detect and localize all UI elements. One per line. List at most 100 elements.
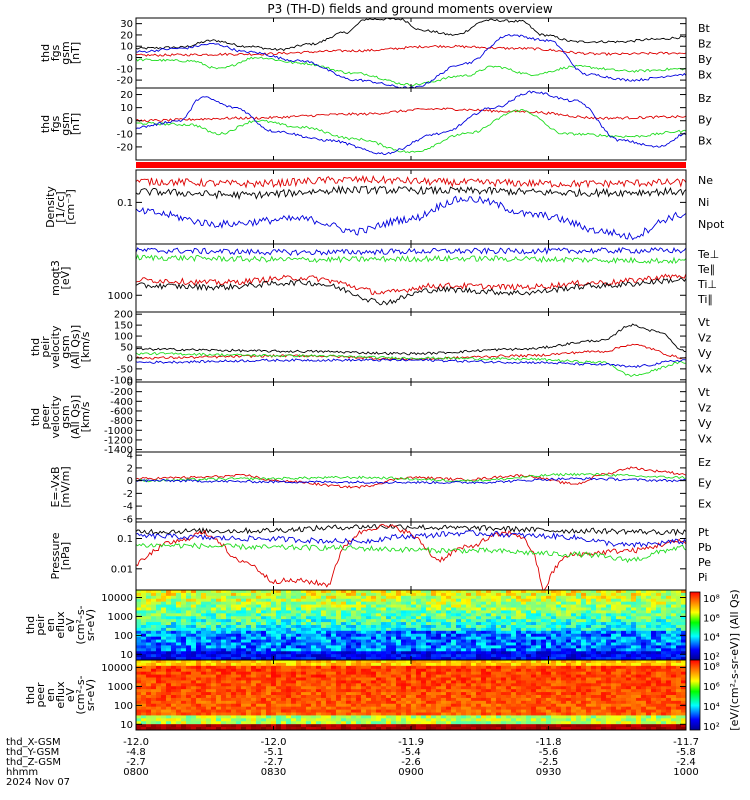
series-p1-1 — [136, 44, 686, 57]
xaxis-value-1-0: -12.0 — [261, 737, 287, 748]
figure-title: P3 (TH-D) fields and ground moments over… — [267, 2, 552, 16]
legend-p6-3: Vx — [698, 433, 713, 446]
series-p2-0 — [136, 107, 686, 123]
ylabel-p1-0: thd — [39, 44, 52, 62]
series-p3-0 — [136, 174, 686, 189]
ytick-p2-1: 10 — [120, 103, 133, 114]
ytick-p5-6: -100 — [110, 375, 133, 386]
xaxis-value-1-3: 0830 — [261, 767, 286, 778]
ylabel-p9-4: eV — [64, 617, 77, 632]
legend-p8-1: Pb — [698, 541, 712, 554]
legend-p2-0: Bz — [698, 92, 712, 105]
ylabel-p10-0: thd — [24, 686, 37, 704]
ytick-p6-4: -800 — [110, 416, 133, 427]
ytick-p8-1: 0.01 — [111, 564, 133, 575]
ylabel-p2-1: fgs — [49, 115, 62, 132]
ytick-p10-1: 1000 — [108, 682, 133, 693]
legend-p1-3: Bx — [698, 69, 713, 82]
ytick-p2-2: 0 — [127, 116, 133, 127]
ytick-p5-3: 50 — [120, 343, 133, 354]
xaxis-value-2-1: -5.4 — [401, 747, 421, 758]
ylabel-p6-3: gsm — [59, 405, 72, 428]
frame-p4 — [135, 243, 687, 313]
frame-p5 — [135, 311, 687, 383]
frame-p8 — [135, 521, 687, 591]
ytick-p6-6: -1200 — [104, 435, 133, 446]
ytick-p5-5: -50 — [117, 364, 133, 375]
ytick-p6-1: -200 — [110, 387, 133, 398]
series-p2-1 — [136, 109, 686, 154]
xaxis-value-2-2: -2.6 — [401, 757, 421, 768]
ylabel-p1-3: [nT] — [69, 42, 82, 64]
legend-p5-2: Vy — [698, 347, 712, 360]
xaxis-row-label-2: thd_Z-GSM — [6, 757, 61, 768]
legend-p6-0: Vt — [698, 386, 711, 399]
ytick-p1-4: -10 — [117, 64, 133, 75]
colorbar-tick-p9-1: 10⁶ — [703, 613, 720, 624]
ytick-p1-0: 30 — [120, 19, 133, 30]
ytick-p2-0: 20 — [120, 90, 133, 101]
ytick-p9-0: 10000 — [101, 593, 133, 604]
xaxis-value-3-2: -2.5 — [539, 757, 559, 768]
ylabel-p6-0: thd — [29, 408, 42, 426]
ylabel-p3-0: Density — [44, 186, 57, 228]
ylabel-p6-5: [km/s — [79, 401, 92, 432]
ytick-p4-0: 1000 — [108, 291, 133, 302]
xaxis-row-label-1: thd_Y-GSM — [6, 747, 59, 758]
ylabel-p8-0: Pressure — [49, 532, 62, 579]
series-p4-2 — [136, 273, 686, 296]
ylabel-p9-3: eflux — [54, 611, 67, 639]
legend-p1-0: Bt — [698, 22, 711, 35]
series-p7-1 — [136, 472, 686, 483]
frame-p2 — [135, 87, 687, 161]
panels: 3020100-10-20thdfgsgsm[nT]BtBzByBx20100-… — [24, 17, 725, 731]
series-p3-1 — [136, 184, 686, 201]
panel-p3: 0.1 Density[1/cc][cm⁻³] Ne Ni Npot — [44, 169, 725, 245]
ytick-p7-4: -4 — [123, 502, 133, 513]
ytick-p6-3: -600 — [110, 406, 133, 417]
ylabel-p5-2: velocity — [49, 325, 62, 368]
legend-p4-2: Ti⊥ — [697, 278, 717, 291]
panel-p6: 0-200-400-600-800-1000-1200-1400 thdpeerv… — [29, 378, 713, 457]
xaxis-value-4-1: -5.8 — [676, 747, 696, 758]
ytick-p1-3: 0 — [127, 53, 133, 64]
xaxis-value-0-0: -12.0 — [123, 737, 149, 748]
ytick-p6-7: -1400 — [104, 445, 133, 456]
colorbar-tick-p9-3: 10² — [703, 652, 720, 663]
ytick-p5-4: 0 — [127, 353, 133, 364]
ytick-p8-0: 0.1 — [117, 534, 133, 545]
legend-p7-1: Ey — [698, 477, 712, 490]
series-p4-0 — [136, 246, 686, 256]
colorbar-tick-p10-1: 10⁶ — [703, 682, 720, 693]
legend-p6-2: Vy — [698, 417, 712, 430]
ylabel-p10-2: en — [44, 688, 57, 702]
ytick-p3-0: 0.1 — [117, 198, 133, 209]
series-p2-2 — [136, 90, 686, 155]
series-p7-0 — [136, 466, 686, 489]
panel-p10: 10000 1000 100 10 thdpeerenefluxeV(cm²-s-sr-… — [24, 659, 687, 731]
xaxis-value-4-0: -11.7 — [673, 737, 699, 748]
legend-p3-1: Ni — [698, 196, 709, 209]
series-p1-0 — [136, 18, 686, 52]
ytick-p7-3: -2 — [123, 489, 133, 500]
ytick-p1-2: 10 — [120, 42, 133, 53]
ytick-p7-1: 2 — [127, 463, 133, 474]
ylabel-p7-1: [mV/m] — [59, 466, 72, 507]
ytick-p6-0: 0 — [127, 378, 133, 389]
ytick-p7-5: -6 — [123, 514, 133, 525]
xaxis-value-4-2: -2.4 — [676, 757, 696, 768]
ylabel-p9-1: peir — [34, 614, 47, 636]
ylabel-p10-6: sr-eV) — [84, 679, 97, 711]
legend-p8-3: Pi — [698, 571, 707, 584]
legend-p8-2: Pe — [698, 556, 711, 569]
ylabel-p1-1: fgs — [49, 44, 62, 61]
xaxis-value-3-3: 0930 — [536, 767, 561, 778]
colorbar-label: [eV/(cm²-s-sr-eV)] (All Qs) — [728, 589, 741, 730]
legend-p3-0: Ne — [698, 174, 713, 187]
ytick-p1-1: 20 — [120, 30, 133, 41]
quality-flag-bar — [136, 162, 686, 168]
ylabel-p10-3: eflux — [54, 681, 67, 709]
xaxis-value-2-0: -11.9 — [398, 737, 424, 748]
ylabel-p2-3: [nT] — [69, 113, 82, 135]
